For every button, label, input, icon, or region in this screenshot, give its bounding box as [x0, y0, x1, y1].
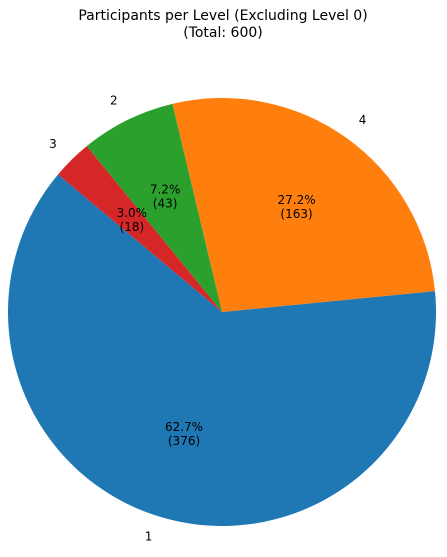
- slice-label: 3: [49, 137, 57, 151]
- pie-slice: [58, 146, 222, 312]
- value-label: (163): [280, 207, 312, 221]
- slice-label: 1: [145, 529, 153, 543]
- slice-label: 2: [110, 93, 118, 107]
- chart-title: Participants per Level (Excluding Level …: [78, 8, 367, 24]
- value-label: (18): [120, 220, 145, 234]
- percent-label: 62.7%: [165, 420, 203, 434]
- percent-label: 3.0%: [117, 206, 148, 220]
- percent-label: 27.2%: [277, 193, 315, 207]
- pie-slice: [7, 174, 437, 526]
- pie-slice: [86, 103, 222, 312]
- pie-slice: [172, 97, 435, 312]
- chart-subtitle: (Total: 600): [183, 25, 263, 41]
- value-label: (376): [168, 434, 200, 448]
- value-label: (43): [153, 196, 178, 210]
- slice-label: 4: [359, 113, 367, 127]
- percent-label: 7.2%: [150, 182, 181, 196]
